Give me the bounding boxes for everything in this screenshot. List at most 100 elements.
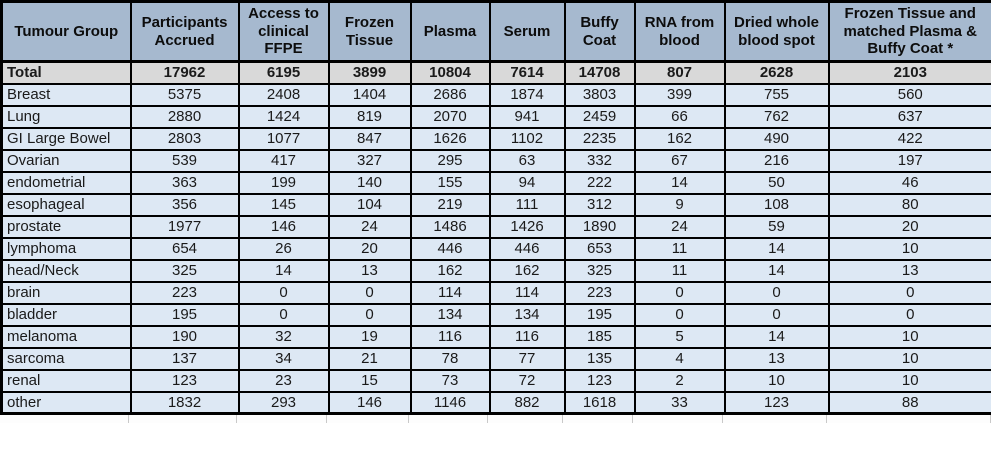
value-cell: 2103: [827, 60, 991, 85]
row-label-cell: GI Large Bowel: [0, 126, 132, 151]
value-cell: 446: [488, 236, 566, 261]
header-frozen-matched-plasma-buffy: Frozen Tissue and matched Plasma & Buffy…: [827, 0, 991, 64]
value-cell: 59: [723, 214, 830, 239]
value-cell: 417: [237, 148, 330, 173]
value-cell: 17962: [129, 60, 240, 85]
value-cell: 13: [723, 346, 830, 371]
value-cell: 363: [129, 170, 240, 195]
value-cell: 2880: [129, 104, 240, 129]
value-cell: 72: [488, 368, 566, 393]
value-cell: 108: [723, 192, 830, 217]
value-cell: 1618: [563, 390, 636, 415]
value-cell: 446: [409, 236, 491, 261]
value-cell: 653: [563, 236, 636, 261]
value-cell: 219: [409, 192, 491, 217]
value-cell: 5: [633, 324, 726, 349]
value-cell: 10: [827, 236, 991, 261]
value-cell: 325: [129, 258, 240, 283]
value-cell: 195: [129, 302, 240, 327]
value-cell: 10: [723, 368, 830, 393]
value-cell: 222: [563, 170, 636, 195]
value-cell: 1146: [409, 390, 491, 415]
value-cell: 2070: [409, 104, 491, 129]
value-cell: 2235: [563, 126, 636, 151]
value-cell: 10: [827, 368, 991, 393]
row-label-cell: Ovarian: [0, 148, 132, 173]
value-cell: 190: [129, 324, 240, 349]
table-row: Total 17962 6195 3899 10804 7614 14708 807 2628 2…: [0, 60, 991, 85]
value-cell: 2408: [237, 82, 330, 107]
row-label-cell: Breast: [0, 82, 132, 107]
header-serum: Serum: [488, 0, 566, 64]
value-cell: 0: [723, 280, 830, 305]
value-cell: 123: [563, 368, 636, 393]
table-row: endometrial 363 199 140 155 94 222 14 50 46: [0, 170, 991, 195]
value-cell: 807: [633, 60, 726, 85]
value-cell: 10: [827, 324, 991, 349]
row-label-cell: brain: [0, 280, 132, 305]
value-cell: 7614: [488, 60, 566, 85]
value-cell: 88: [827, 390, 991, 415]
value-cell: 104: [327, 192, 412, 217]
header-plasma: Plasma: [409, 0, 491, 64]
value-cell: 637: [827, 104, 991, 129]
value-cell: 32: [237, 324, 330, 349]
value-cell: 0: [827, 302, 991, 327]
value-cell: 146: [237, 214, 330, 239]
value-cell: 67: [633, 148, 726, 173]
value-cell: 140: [327, 170, 412, 195]
header-tumour-group: Tumour Group: [0, 0, 132, 64]
partial-cell: [327, 415, 409, 424]
value-cell: 819: [327, 104, 412, 129]
table-row: Ovarian 539 417 327 295 63 332 67 216 197: [0, 148, 991, 173]
value-cell: 2628: [723, 60, 830, 85]
value-cell: 116: [488, 324, 566, 349]
value-cell: 11: [633, 258, 726, 283]
value-cell: 1890: [563, 214, 636, 239]
value-cell: 1977: [129, 214, 240, 239]
partial-cell: [723, 415, 827, 424]
partial-cell: [237, 415, 327, 424]
row-label-cell: Lung: [0, 104, 132, 129]
value-cell: 14: [633, 170, 726, 195]
value-cell: 24: [633, 214, 726, 239]
value-cell: 63: [488, 148, 566, 173]
row-label-cell: head/Neck: [0, 258, 132, 283]
value-cell: 94: [488, 170, 566, 195]
value-cell: 14: [723, 324, 830, 349]
value-cell: 78: [409, 346, 491, 371]
row-label-cell: bladder: [0, 302, 132, 327]
table-header-row: Tumour Group Participants Accrued Access…: [0, 0, 991, 64]
table-row: head/Neck 325 14 13 162 162 325 11 14 13: [0, 258, 991, 283]
value-cell: 26: [237, 236, 330, 261]
row-label-cell: other: [0, 390, 132, 415]
value-cell: 15: [327, 368, 412, 393]
value-cell: 847: [327, 126, 412, 151]
value-cell: 312: [563, 192, 636, 217]
table-row: sarcoma 137 34 21 78 77 135 4 13 10: [0, 346, 991, 371]
header-frozen-tissue: Frozen Tissue: [327, 0, 412, 64]
value-cell: 195: [563, 302, 636, 327]
value-cell: 21: [327, 346, 412, 371]
tumour-specimen-table: Tumour Group Participants Accrued Access…: [0, 0, 991, 416]
value-cell: 123: [723, 390, 830, 415]
value-cell: 162: [633, 126, 726, 151]
value-cell: 0: [237, 302, 330, 327]
value-cell: 1424: [237, 104, 330, 129]
value-cell: 882: [488, 390, 566, 415]
value-cell: 162: [488, 258, 566, 283]
value-cell: 116: [409, 324, 491, 349]
value-cell: 755: [723, 82, 830, 107]
value-cell: 2803: [129, 126, 240, 151]
value-cell: 0: [633, 280, 726, 305]
value-cell: 73: [409, 368, 491, 393]
value-cell: 10804: [409, 60, 491, 85]
table-row: esophageal 356 145 104 219 111 312 9 108 80: [0, 192, 991, 217]
value-cell: 293: [237, 390, 330, 415]
value-cell: 560: [827, 82, 991, 107]
value-cell: 1626: [409, 126, 491, 151]
partial-cell: [0, 415, 129, 424]
partial-cell: [488, 415, 563, 424]
value-cell: 422: [827, 126, 991, 151]
value-cell: 1832: [129, 390, 240, 415]
